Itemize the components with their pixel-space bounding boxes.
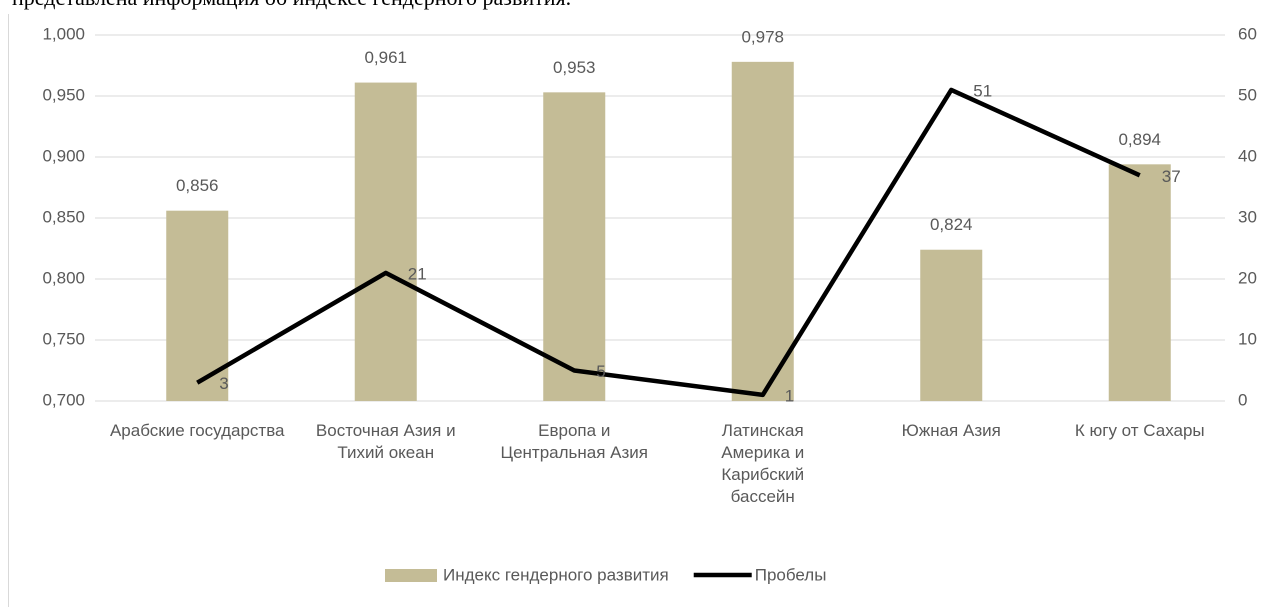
y2-tick-label: 40 [1238,146,1257,165]
intro-text: представлена информация об индексе генде… [12,0,571,10]
data-label: 5 [596,362,605,381]
y2-tick-label: 60 [1238,24,1257,43]
x-tick-label: Арабские государства [109,421,285,440]
y2-tick-label: 20 [1238,268,1257,287]
bar [920,249,983,401]
x-tick-label-box: Латинская Америка и Карибский бассейн [721,421,805,506]
bar [354,82,417,401]
bar [1108,164,1171,401]
y-tick-label: 1,000 [42,24,85,43]
x-tick-label: Латинская Америка и Карибский бассейн [721,421,805,506]
data-label: 0,978 [741,27,784,46]
x-tick-label-box: Восточная Азия и Тихий океан [315,421,456,462]
x-tick-label: Восточная Азия и Тихий океан [315,421,456,462]
y-tick-label: 0,850 [42,207,85,226]
data-label: 1 [785,386,794,405]
x-tick-label-box: К югу от Сахары [1074,421,1205,440]
data-label: 51 [973,81,992,100]
y2-tick-label: 10 [1238,329,1257,348]
legend-label: Индекс гендерного развития [443,565,669,584]
data-label: 0,824 [930,215,973,234]
line [196,87,1141,398]
data-label: 0,961 [364,48,407,67]
data-label: 3 [219,374,228,393]
x-tick-label: К югу от Сахары [1074,421,1205,440]
data-label: 0,894 [1118,130,1161,149]
x-tick-label-box: Южная Азия [901,421,1001,440]
y2-tick-label: 0 [1238,390,1247,409]
data-label: 0,856 [176,176,219,195]
legend-swatch [385,569,437,582]
data-label: 37 [1162,167,1181,186]
x-tick-label: Европа и Центральная Азия [500,421,649,462]
y-tick-label: 0,800 [42,268,85,287]
y-tick-label: 0,700 [42,390,85,409]
x-tick-label-box: Европа и Центральная Азия [500,421,649,462]
bar [731,61,794,402]
y-tick-label: 0,950 [42,85,85,104]
x-tick-label: Южная Азия [901,421,1001,440]
y-tick-label: 0,900 [42,146,85,165]
x-tick-label-box: Арабские государства [109,421,285,440]
y-tick-label: 0,750 [42,329,85,348]
bar [543,92,606,401]
data-label: 0,953 [553,58,596,77]
y2-tick-label: 30 [1238,207,1257,226]
y2-tick-label: 50 [1238,85,1257,104]
legend-label: Пробелы [755,565,827,584]
data-label: 21 [408,264,427,283]
